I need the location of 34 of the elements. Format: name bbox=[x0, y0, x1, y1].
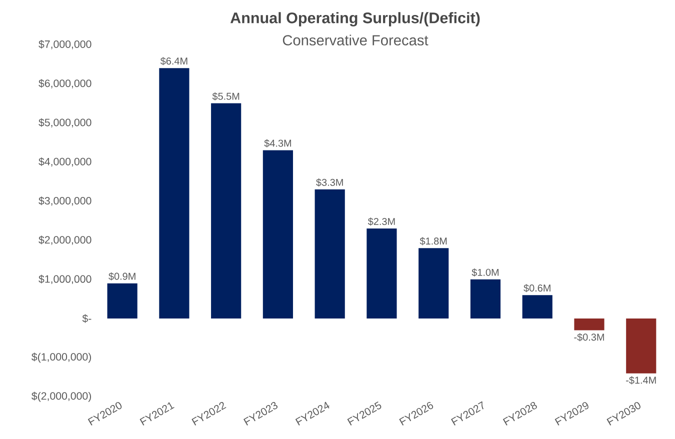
bar bbox=[159, 68, 190, 319]
chart-subtitle: Conservative Forecast bbox=[282, 34, 428, 46]
y-tick-label: $1,000,000 bbox=[38, 274, 92, 284]
data-label: $1.0M bbox=[472, 268, 499, 277]
y-tick-label: $5,000,000 bbox=[38, 118, 92, 128]
data-label: $1.8M bbox=[420, 237, 447, 246]
bar bbox=[211, 103, 242, 319]
y-tick-label: $2,000,000 bbox=[38, 236, 92, 245]
y-tick-label: $- bbox=[82, 314, 92, 323]
data-label: $2.3M bbox=[368, 218, 395, 226]
data-label: $5.5M bbox=[212, 92, 240, 100]
data-label: $6.4M bbox=[160, 57, 188, 66]
bar bbox=[574, 318, 604, 330]
bar bbox=[262, 150, 294, 319]
data-label: -$0.3M bbox=[574, 333, 604, 342]
chart-title: Annual Operating Surplus/(Deficit) bbox=[230, 12, 480, 27]
bar bbox=[626, 318, 656, 374]
bar bbox=[107, 283, 138, 319]
y-tick-label: $(2,000,000) bbox=[32, 392, 92, 402]
data-label: $0.6M bbox=[524, 284, 550, 292]
y-tick-label: $(1,000,000) bbox=[32, 352, 92, 363]
data-label: $0.9M bbox=[108, 272, 136, 281]
data-label: $3.3M bbox=[316, 178, 343, 187]
data-label: -$1.4M bbox=[626, 376, 656, 384]
bar bbox=[470, 280, 501, 319]
y-tick-label: $4,000,000 bbox=[38, 158, 92, 167]
bar bbox=[366, 228, 397, 319]
bar bbox=[522, 295, 552, 319]
y-tick-label: $6,000,000 bbox=[38, 79, 92, 88]
bar bbox=[314, 190, 345, 319]
y-tick-label: $3,000,000 bbox=[38, 196, 92, 206]
bar bbox=[418, 248, 449, 319]
data-label: $4.3M bbox=[264, 139, 291, 148]
y-tick-label: $7,000,000 bbox=[38, 40, 92, 50]
